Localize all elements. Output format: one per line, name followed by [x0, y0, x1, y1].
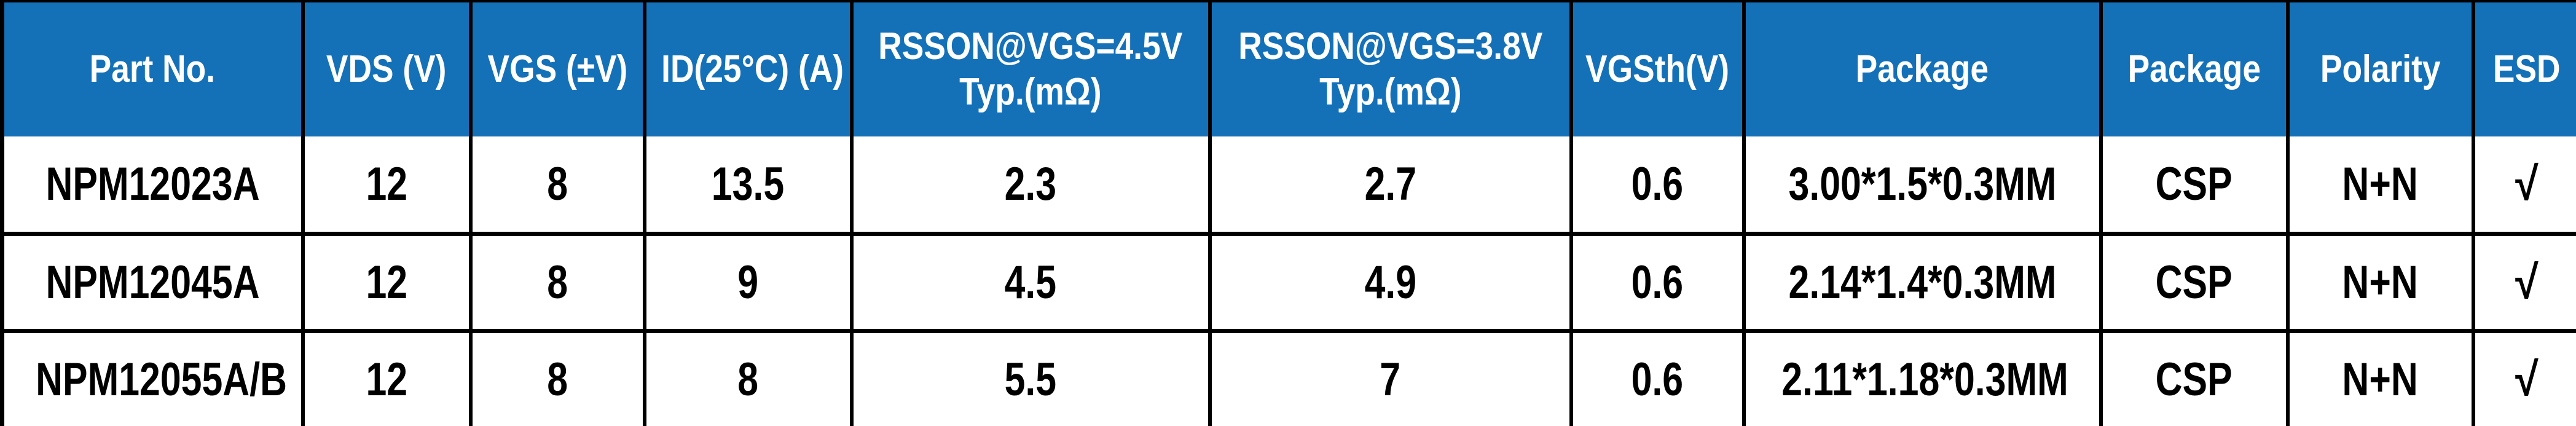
package-size-cell: 2.11*1.18*0.3MM — [1742, 328, 2103, 426]
package-size-cell: 3.00*1.5*0.3MM — [1742, 136, 2103, 234]
id-value: 8 — [737, 353, 758, 406]
polarity-value: N+N — [2342, 256, 2419, 309]
header-label: ID(25°C) (A) — [661, 48, 844, 90]
rsson-3v8-cell: 4.9 — [1208, 231, 1573, 331]
header-cell-vds: VDS (V) — [300, 0, 473, 136]
polarity-cell: N+N — [2285, 136, 2475, 234]
header-label: RSSON@VGS=4.5V Typ.(mΩ) — [878, 25, 1183, 113]
vgsth-cell: 0.6 — [1569, 136, 1746, 234]
vds-value: 12 — [366, 256, 407, 309]
vds-value: 12 — [366, 353, 407, 406]
header-label: ESD — [2492, 48, 2561, 90]
rsson-4v5-value: 5.5 — [1004, 353, 1057, 406]
header-label: VDS (V) — [326, 48, 447, 90]
polarity-cell: N+N — [2285, 328, 2475, 426]
part-no-value: NPM12055A/B — [36, 353, 287, 406]
rsson-3v8-value: 4.9 — [1364, 256, 1416, 309]
table-row: NPM12055A/B 12 8 8 5.5 7 0.6 2.11*1.18*0… — [0, 328, 2576, 426]
package-size-value: 2.11*1.18*0.3MM — [1781, 353, 2068, 406]
vgs-cell: 8 — [468, 231, 646, 331]
part-no-value: NPM12023A — [45, 157, 260, 210]
header-label: VGSth(V) — [1585, 48, 1729, 90]
vds-cell: 12 — [300, 328, 473, 426]
package-type-cell: CSP — [2099, 231, 2290, 331]
header-label: Polarity — [2320, 48, 2441, 90]
table-row: NPM12023A 12 8 13.5 2.3 2.7 0.6 3.00*1.5… — [0, 136, 2576, 234]
header-label: VGS (±V) — [487, 48, 627, 90]
header-cell-vgsth: VGSth(V) — [1569, 0, 1746, 136]
rsson-4v5-cell: 2.3 — [849, 136, 1212, 234]
header-label: RSSON@VGS=3.8V Typ.(mΩ) — [1238, 25, 1543, 113]
polarity-value: N+N — [2342, 157, 2419, 210]
rsson-4v5-value: 2.3 — [1004, 157, 1057, 210]
id-cell: 8 — [642, 328, 854, 426]
id-cell: 9 — [642, 231, 854, 331]
rsson-4v5-value: 4.5 — [1004, 256, 1057, 309]
part-no-cell: NPM12023A — [0, 136, 305, 234]
header-cell-package-type: Package — [2099, 0, 2290, 136]
vgsth-cell: 0.6 — [1569, 231, 1746, 331]
package-size-value: 3.00*1.5*0.3MM — [1788, 157, 2056, 210]
package-size-cell: 2.14*1.4*0.3MM — [1742, 231, 2103, 331]
header-cell-rsson-4v5: RSSON@VGS=4.5V Typ.(mΩ) — [849, 0, 1212, 136]
rsson-3v8-value: 2.7 — [1364, 157, 1416, 210]
package-size-value: 2.14*1.4*0.3MM — [1788, 256, 2056, 309]
esd-checkmark: √ — [2515, 157, 2539, 210]
package-type-cell: CSP — [2099, 328, 2290, 426]
header-cell-id: ID(25°C) (A) — [642, 0, 854, 136]
polarity-cell: N+N — [2285, 231, 2475, 331]
id-value: 9 — [737, 256, 758, 309]
rsson-4v5-cell: 5.5 — [849, 328, 1212, 426]
part-no-cell: NPM12055A/B — [0, 328, 305, 426]
vgs-cell: 8 — [468, 328, 646, 426]
package-type-value: CSP — [2155, 157, 2233, 210]
package-type-cell: CSP — [2099, 136, 2290, 234]
package-type-value: CSP — [2155, 353, 2233, 406]
package-type-value: CSP — [2155, 256, 2233, 309]
esd-cell: √ — [2471, 328, 2576, 426]
header-cell-part-no: Part No. — [0, 0, 305, 136]
header-row: Part No. VDS (V) VGS (±V) ID(25°C) (A) R… — [0, 0, 2576, 136]
header-cell-package-size: Package — [1742, 0, 2103, 136]
header-label: Package — [2127, 48, 2261, 90]
rsson-3v8-value: 7 — [1380, 353, 1401, 406]
rsson-4v5-cell: 4.5 — [849, 231, 1212, 331]
esd-cell: √ — [2471, 136, 2576, 234]
vgs-value: 8 — [547, 353, 568, 406]
vgs-value: 8 — [547, 157, 568, 210]
header-cell-polarity: Polarity — [2285, 0, 2475, 136]
esd-checkmark: √ — [2515, 353, 2539, 406]
vds-cell: 12 — [300, 231, 473, 331]
header-cell-rsson-3v8: RSSON@VGS=3.8V Typ.(mΩ) — [1208, 0, 1573, 136]
vgs-cell: 8 — [468, 136, 646, 234]
header-label: Part No. — [90, 48, 216, 90]
header-cell-vgs: VGS (±V) — [468, 0, 646, 136]
id-value: 13.5 — [711, 157, 785, 210]
header-label: Package — [1855, 48, 1989, 90]
polarity-value: N+N — [2342, 353, 2419, 406]
esd-checkmark: √ — [2515, 256, 2539, 309]
table-row: NPM12045A 12 8 9 4.5 4.9 0.6 2.14*1.4*0.… — [0, 231, 2576, 331]
vgsth-value: 0.6 — [1631, 157, 1684, 210]
id-cell: 13.5 — [642, 136, 854, 234]
part-no-value: NPM12045A — [45, 256, 260, 309]
vgsth-value: 0.6 — [1631, 353, 1684, 406]
vds-cell: 12 — [300, 136, 473, 234]
esd-cell: √ — [2471, 231, 2576, 331]
header-cell-esd: ESD — [2471, 0, 2576, 136]
part-no-cell: NPM12045A — [0, 231, 305, 331]
vgsth-cell: 0.6 — [1569, 328, 1746, 426]
vgsth-value: 0.6 — [1631, 256, 1684, 309]
rsson-3v8-cell: 7 — [1208, 328, 1573, 426]
rsson-3v8-cell: 2.7 — [1208, 136, 1573, 234]
vds-value: 12 — [366, 157, 407, 210]
vgs-value: 8 — [547, 256, 568, 309]
